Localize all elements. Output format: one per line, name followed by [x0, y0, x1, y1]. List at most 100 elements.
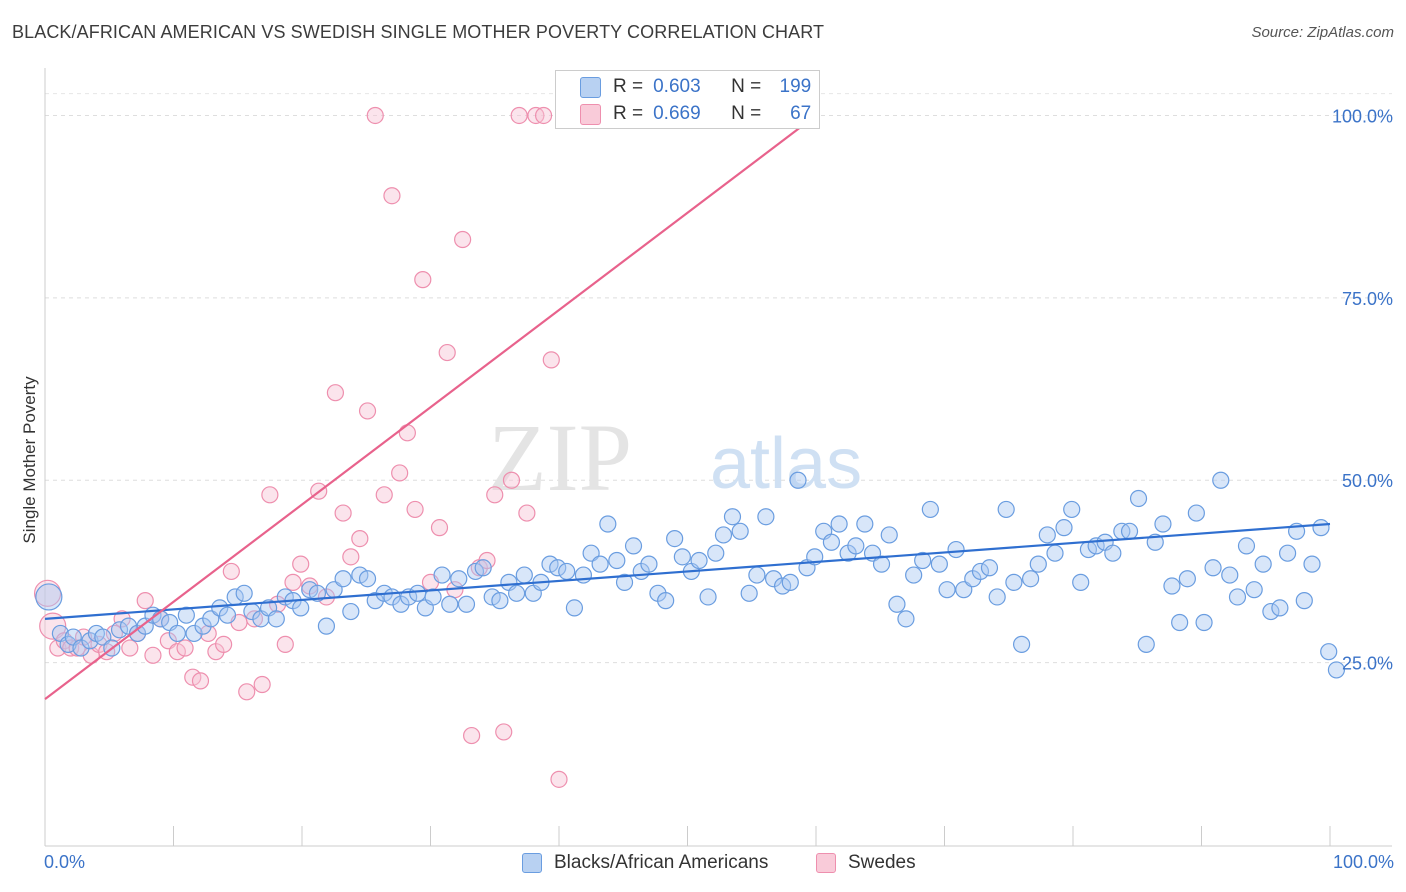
- point-swedes: [510, 106, 528, 125]
- stats-r-value-pink: 0.669: [653, 103, 701, 124]
- point-blacks: [507, 584, 526, 602]
- point-swedes: [351, 529, 369, 548]
- x-tick-label-min: 0.0%: [44, 852, 86, 872]
- point-blacks: [822, 533, 841, 551]
- watermark-atlas: atlas: [710, 424, 862, 504]
- point-blacks: [1204, 559, 1222, 577]
- point-blacks: [880, 526, 898, 544]
- watermark-zip: ZIP: [488, 404, 632, 511]
- bottom-legend: Blacks/African Americans Swedes: [0, 852, 1406, 878]
- stats-r-label-pink: R =: [613, 103, 644, 124]
- point-blacks: [921, 500, 939, 519]
- point-blacks: [988, 588, 1006, 606]
- legend-swatch-swedes: [816, 853, 836, 873]
- point-blacks: [72, 639, 90, 657]
- point-blacks: [624, 537, 643, 555]
- point-blacks: [235, 584, 253, 602]
- point-swedes: [383, 187, 401, 205]
- point-swedes: [398, 424, 416, 442]
- y-tick-label: 75.0%: [1342, 289, 1393, 309]
- point-blacks: [334, 570, 352, 588]
- point-blacks: [1303, 555, 1321, 573]
- point-blacks: [847, 537, 865, 555]
- point-blacks: [168, 624, 186, 643]
- point-blacks: [549, 559, 567, 577]
- point-blacks: [1178, 570, 1196, 588]
- point-blacks: [707, 544, 725, 562]
- point-blacks: [565, 599, 584, 617]
- point-blacks: [1228, 588, 1247, 606]
- y-tick-label: 50.0%: [1342, 471, 1393, 491]
- point-blacks: [433, 566, 451, 584]
- point-blacks: [591, 555, 609, 573]
- stats-n-value-blue: 199: [779, 76, 812, 97]
- point-blacks: [789, 471, 807, 489]
- point-blacks: [1063, 500, 1081, 519]
- point-swedes: [502, 471, 521, 489]
- point-blacks: [830, 515, 848, 533]
- source-label: Source: ZipAtlas.com: [1251, 24, 1394, 41]
- point-swedes: [534, 106, 553, 125]
- point-blacks: [1295, 592, 1313, 610]
- stats-r-value-blue: 0.603: [653, 76, 701, 97]
- trend-line-blacks: [44, 522, 1331, 620]
- point-swedes: [222, 562, 240, 581]
- point-blacks: [699, 588, 717, 606]
- legend-item-swedes[interactable]: Swedes: [816, 852, 916, 874]
- point-blacks: [856, 515, 874, 533]
- point-swedes: [463, 726, 481, 745]
- point-blacks: [308, 584, 327, 602]
- point-blacks: [897, 610, 915, 628]
- point-blacks: [1129, 489, 1148, 508]
- point-blacks: [1137, 635, 1155, 653]
- point-swedes: [454, 230, 472, 249]
- point-blacks: [1254, 555, 1272, 573]
- point-swedes: [284, 573, 302, 591]
- point-blacks: [218, 606, 237, 624]
- point-swedes: [292, 555, 310, 573]
- point-blacks: [110, 621, 129, 639]
- point-blacks: [971, 562, 990, 581]
- point-blacks: [491, 592, 509, 610]
- point-swedes: [358, 402, 377, 420]
- point-blacks: [457, 595, 476, 613]
- axes: [44, 68, 1392, 847]
- stats-row-blue: R = 0.603 N = 199: [580, 75, 811, 99]
- legend-item-blacks[interactable]: Blacks/African Americans: [522, 852, 768, 874]
- point-blacks: [185, 624, 203, 643]
- point-swedes: [191, 672, 210, 690]
- point-blacks: [1038, 526, 1056, 544]
- point-blacks: [666, 529, 684, 548]
- point-blacks: [366, 592, 384, 610]
- point-blacks: [657, 592, 675, 610]
- stats-r-label-blue: R =: [613, 76, 644, 97]
- stats-swatch-pink: [580, 103, 601, 125]
- stats-n-label-pink: N =: [731, 103, 762, 124]
- trend-line-swedes: [44, 114, 817, 700]
- point-blacks: [474, 559, 492, 577]
- point-blacks: [1104, 544, 1122, 562]
- point-blacks: [740, 584, 758, 602]
- point-blacks: [930, 555, 948, 573]
- point-blacks: [574, 566, 593, 584]
- point-blacks: [515, 566, 533, 584]
- chart-title: BLACK/AFRICAN AMERICAN VS SWEDISH SINGLE…: [12, 22, 825, 42]
- point-blacks: [1187, 504, 1205, 522]
- point-swedes: [342, 548, 360, 566]
- point-blacks: [1221, 566, 1239, 584]
- point-blacks: [1012, 635, 1031, 653]
- point-swedes: [68, 639, 86, 657]
- point-blacks: [1072, 573, 1090, 591]
- point-blacks: [947, 540, 965, 559]
- point-swedes: [495, 723, 513, 741]
- point-blacks: [342, 602, 360, 621]
- point-blacks: [757, 508, 775, 526]
- point-blacks: [35, 583, 63, 611]
- point-blacks: [424, 588, 442, 606]
- point-swedes: [121, 639, 139, 657]
- point-blacks: [997, 500, 1015, 519]
- point-blacks: [292, 599, 310, 617]
- point-swedes: [406, 500, 424, 519]
- point-swedes: [550, 770, 568, 788]
- x-tick-label-max: 100.0%: [1332, 852, 1394, 872]
